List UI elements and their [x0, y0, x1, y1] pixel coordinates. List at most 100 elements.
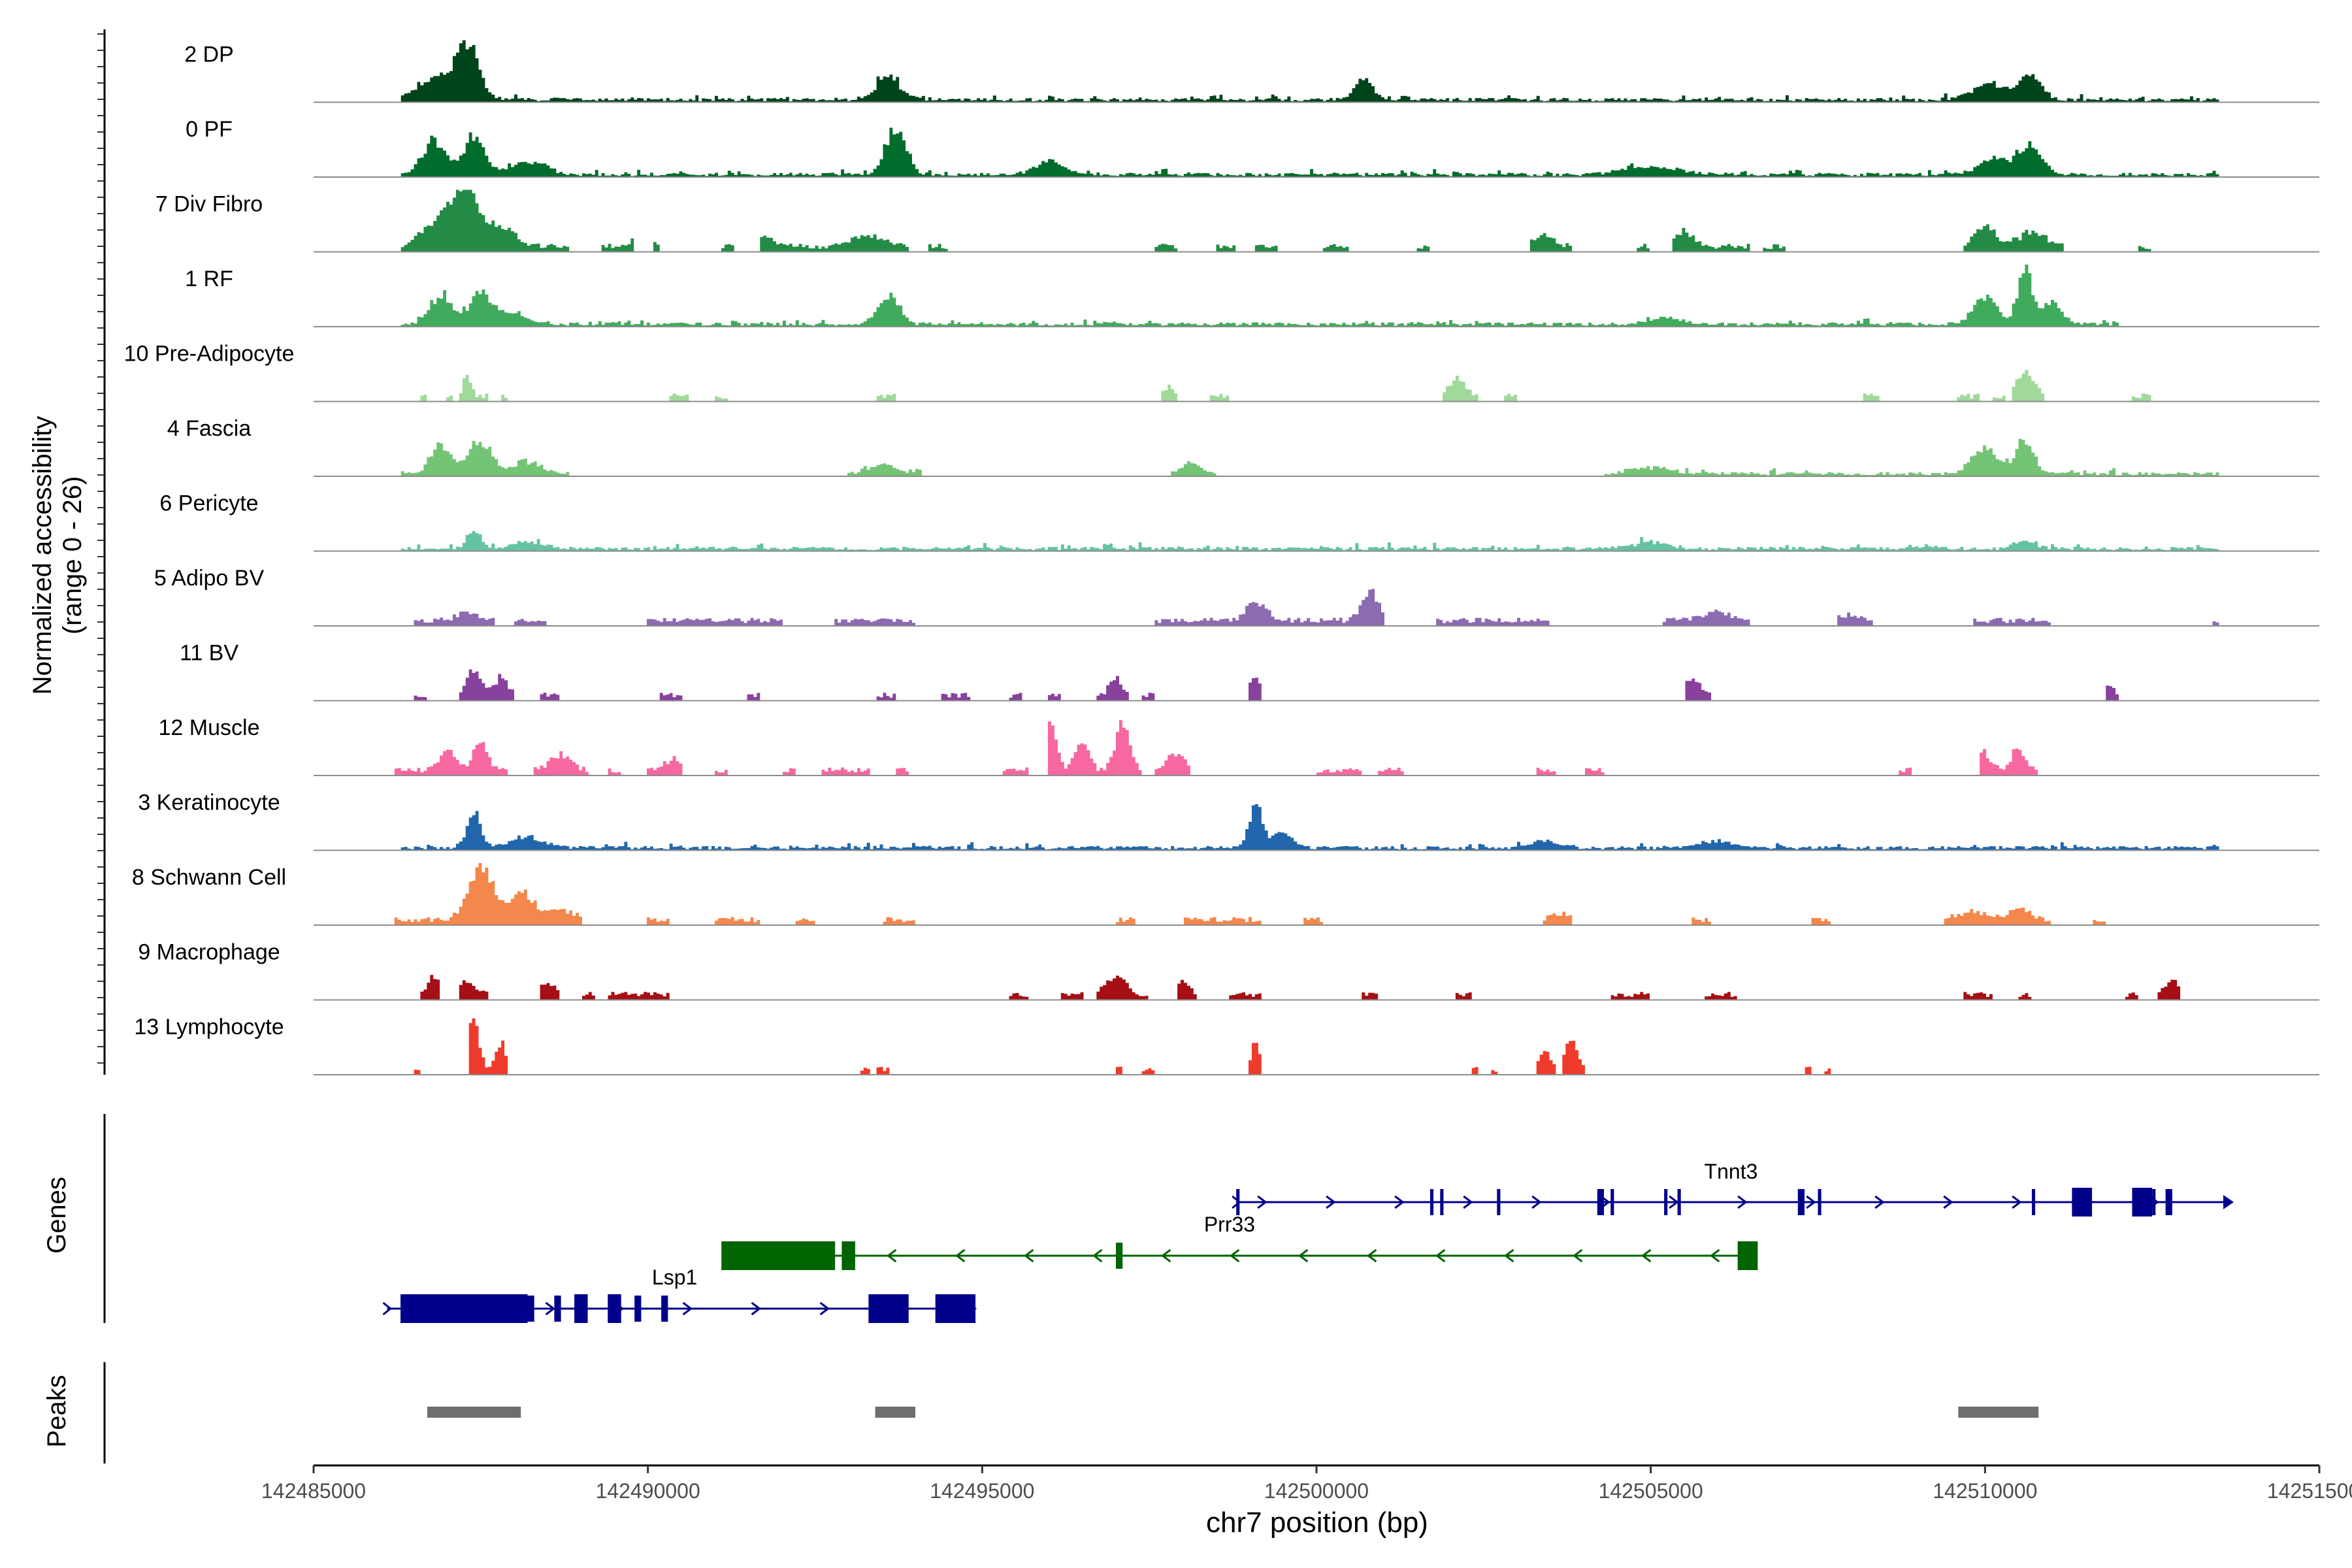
coverage-area	[314, 669, 2319, 701]
coverage-area	[314, 265, 2319, 327]
strand-chevron	[886, 1249, 897, 1263]
exon	[935, 1294, 976, 1323]
track-label: 6 Pericyte	[159, 491, 258, 516]
exon	[1116, 1243, 1123, 1269]
x-tick-label: 142515000	[2267, 1479, 2352, 1503]
strand-chevron	[1874, 1195, 1885, 1209]
exon	[1429, 1189, 1434, 1215]
gene-label: Lsp1	[652, 1266, 697, 1289]
coverage-area	[314, 189, 2319, 252]
strand-chevron	[1229, 1249, 1240, 1263]
track-9-macrophage: 9 Macrophage	[138, 940, 2319, 1001]
exon	[554, 1296, 561, 1322]
strand-chevron	[1298, 1249, 1309, 1263]
strand-chevron	[1366, 1249, 1377, 1263]
exon	[574, 1294, 588, 1323]
exon	[1497, 1189, 1501, 1215]
coverage-tracks: 2 DP 0 PF 7 Div Fibro 1 RF 10 Pre-Adipocyte 4…	[124, 40, 2319, 1075]
exon	[2165, 1189, 2172, 1215]
exon	[1677, 1189, 1681, 1215]
x-tick-label: 142495000	[930, 1479, 1034, 1503]
x-tick-label: 142510000	[1933, 1479, 2037, 1503]
track-5-adipo-bv: 5 Adipo BV	[154, 566, 2319, 627]
gene-label: Prr33	[1204, 1213, 1255, 1236]
track-4-fascia: 4 Fascia	[167, 416, 2319, 477]
exon	[634, 1296, 642, 1322]
coverage-area	[314, 863, 2319, 925]
exon	[868, 1294, 909, 1323]
exon	[1818, 1189, 1821, 1215]
strand-arrow-start	[382, 1301, 392, 1316]
track-11-bv: 11 BV	[180, 641, 2319, 702]
peaks-axis-title: Peaks	[42, 1375, 71, 1447]
strand-chevron	[1394, 1195, 1405, 1209]
track-label: 3 Keratinocyte	[138, 791, 280, 815]
exon	[1610, 1189, 1614, 1215]
coverage-area	[314, 720, 2319, 776]
strand-chevron	[1943, 1195, 1953, 1209]
track-2-dp: 2 DP	[184, 40, 2319, 103]
exon	[661, 1296, 668, 1322]
strand-arrow-end	[2223, 1195, 2234, 1209]
strand-chevron	[819, 1301, 830, 1316]
strand-chevron	[682, 1301, 693, 1316]
gene-tracks: Tnnt3 Prr33 Lsp1	[382, 1160, 2234, 1323]
track-6-pericyte: 6 Pericyte	[159, 491, 2319, 552]
strand-chevron	[1326, 1195, 1336, 1209]
track-1-rf: 1 RF	[185, 265, 2319, 327]
peak-regions	[427, 1407, 2039, 1418]
coverage-area	[314, 975, 2319, 1000]
strand-chevron	[545, 1301, 556, 1316]
exon	[2132, 1188, 2153, 1217]
track-label: 13 Lymphocyte	[134, 1015, 284, 1039]
gene-prr33: Prr33	[721, 1213, 1758, 1270]
track-10-pre-adipocyte: 10 Pre-Adipocyte	[124, 342, 2319, 402]
exon	[1236, 1189, 1240, 1215]
coverage-area	[314, 127, 2319, 177]
peak-region	[875, 1407, 915, 1418]
strand-chevron	[1669, 1195, 1679, 1209]
x-axis: 142485000 142490000 142495000 142500000 1425…	[261, 1464, 2352, 1503]
strand-chevron	[1257, 1195, 1267, 1209]
coverage-area	[314, 370, 2319, 402]
x-axis-title: chr7 position (bp)	[1206, 1507, 1428, 1539]
x-tick-label: 142505000	[1599, 1479, 1703, 1503]
strand-chevron	[1572, 1249, 1583, 1263]
track-label: 10 Pre-Adipocyte	[124, 342, 295, 367]
exon	[1664, 1189, 1668, 1215]
strand-chevron	[1806, 1195, 1816, 1209]
coverage-area	[314, 589, 2319, 626]
x-tick-label: 142500000	[1264, 1479, 1369, 1503]
track-label: 4 Fascia	[167, 416, 252, 441]
strand-chevron	[1503, 1249, 1514, 1263]
gene-lsp1: Lsp1	[382, 1266, 977, 1323]
exon	[1440, 1189, 1444, 1215]
strand-chevron	[1435, 1249, 1446, 1263]
gene-tnnt3: Tnnt3	[1232, 1160, 2234, 1217]
gene-label: Tnnt3	[1705, 1160, 1758, 1183]
exon	[527, 1296, 534, 1322]
genes-axis-title: Genes	[42, 1177, 71, 1254]
exon	[841, 1241, 855, 1270]
left-axes	[97, 29, 106, 1463]
coverage-area	[314, 531, 2319, 551]
strand-chevron	[751, 1301, 762, 1316]
exon	[1797, 1189, 1805, 1215]
track-0-pf: 0 PF	[186, 117, 2319, 178]
exon	[1737, 1241, 1758, 1270]
x-tick-label: 142485000	[261, 1479, 366, 1503]
strand-chevron	[1023, 1249, 1034, 1263]
track-7-div-fibro: 7 Div Fibro	[155, 189, 2319, 253]
y-axis-range-label: (range 0 - 26)	[58, 476, 87, 634]
track-label: 5 Adipo BV	[154, 566, 265, 591]
track-label: 12 Muscle	[159, 715, 260, 740]
strand-chevron	[2012, 1195, 2022, 1209]
coverage-area	[314, 40, 2319, 103]
strand-chevron	[1463, 1195, 1473, 1209]
track-label: 7 Div Fibro	[155, 192, 263, 217]
strand-chevron	[1531, 1195, 1542, 1209]
strand-chevron	[1160, 1249, 1171, 1263]
exon	[1597, 1189, 1605, 1215]
track-label: 1 RF	[185, 267, 233, 291]
track-3-keratinocyte: 3 Keratinocyte	[138, 791, 2319, 851]
